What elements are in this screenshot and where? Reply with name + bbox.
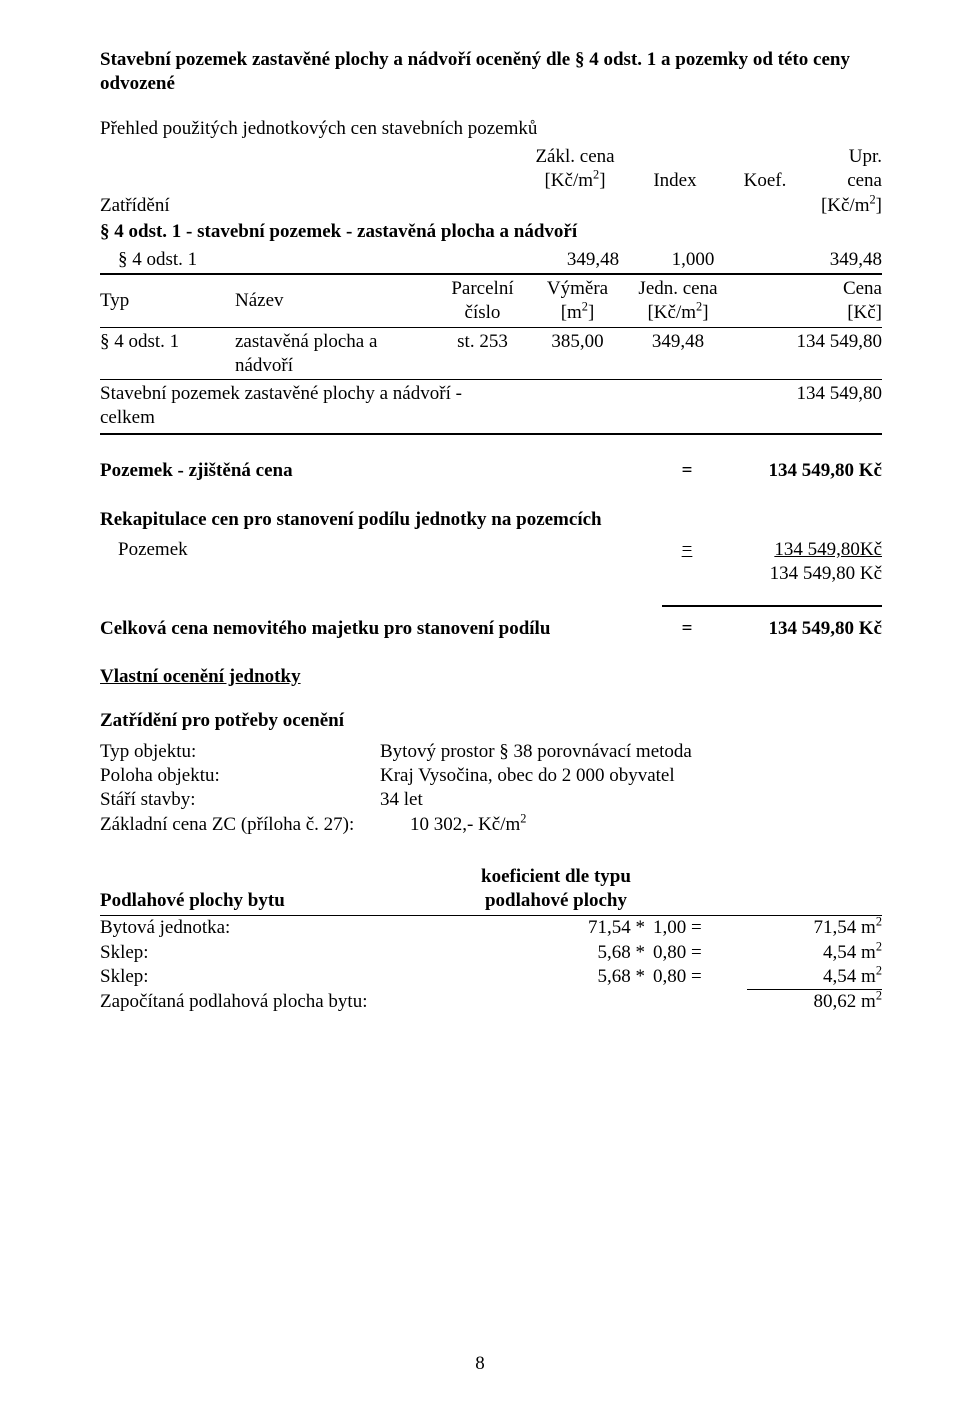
table1-row: § 4 odst. 1 349,48 1,000 349,48 <box>100 248 882 272</box>
table1-section: § 4 odst. 1 - stavební pozemek - zastavě… <box>100 220 882 244</box>
kv-row: Poloha objektu: Kraj Vysočina, obec do 2… <box>100 764 882 788</box>
kv-k: Typ objektu: <box>100 740 380 764</box>
eq1-val: 134 549,80 Kč <box>712 459 882 483</box>
th-vym-l2: [m2] <box>530 301 625 325</box>
eq2-val: 134 549,80 Kč <box>712 617 882 641</box>
kv-k: Stáří stavby: <box>100 788 380 812</box>
pp-a: 5,68 * <box>365 941 645 965</box>
th-upr-l1: Upr. cena <box>810 145 882 194</box>
rekap-total-val: 134 549,80 Kč <box>712 562 882 586</box>
table2-row: § 4 odst. 1 zastavěná plocha a nádvoří s… <box>100 328 882 379</box>
eq2-label: Celková cena nemovitého majetku pro stan… <box>100 617 662 641</box>
th-zakl-l2: [Kč/m2] <box>520 169 630 193</box>
pp-row: Sklep:5,68 *0,80 =4,54 m2 <box>100 965 882 989</box>
t2-jedn: 349,48 <box>625 330 731 354</box>
rekap-val: 134 549,80Kč <box>712 538 882 562</box>
zatrideni-title: Zatřídění pro potřeby ocenění <box>100 709 882 733</box>
t2-vymera: 385,00 <box>530 330 625 354</box>
t2-sum-value: 134 549,80 <box>491 382 882 431</box>
subtitle-prehled: Přehled použitých jednotkových cen stave… <box>100 117 882 141</box>
t1-zakl: 349,48 <box>538 248 648 272</box>
page-number: 8 <box>0 1352 960 1376</box>
th-parc-l2: číslo <box>435 301 530 325</box>
t1-index: 1,000 <box>648 248 738 272</box>
pp-koef-l2: podlahové plochy <box>365 889 747 913</box>
table2-head: Typ Název Parcelní číslo Výměra [m2] Jed… <box>100 275 882 328</box>
kv-v: Bytový prostor § 38 porovnávací metoda <box>380 740 882 764</box>
pp-total-val: 80,62 m2 <box>645 990 882 1014</box>
t2-nazev-l2: nádvoří <box>235 354 435 378</box>
kv-v: 34 let <box>380 788 882 812</box>
th-koef: Koef. <box>744 169 787 193</box>
rekap-label: Pozemek <box>118 538 662 562</box>
t2-nazev-l1: zastavěná plocha a <box>235 330 435 354</box>
rekap-total: 134 549,80 Kč <box>100 562 882 586</box>
pp-b: 1,00 = <box>645 916 743 940</box>
kv-row: Typ objektu: Bytový prostor § 38 porovná… <box>100 740 882 764</box>
table1-head: Zatřídění Zákl. cena [Kč/m2] Index Koef.… <box>100 145 882 218</box>
pp-label: Sklep: <box>100 965 365 989</box>
th-jedn-l2: [Kč/m2] <box>625 301 731 325</box>
pp-row: Sklep:5,68 *0,80 =4,54 m2 <box>100 941 882 965</box>
title-stavebni-pozemek: Stavební pozemek zastavěné plochy a nádv… <box>100 48 882 97</box>
eq1-eq: = <box>662 459 712 483</box>
kv-k: Poloha objektu: <box>100 764 380 788</box>
pp-title: Podlahové plochy bytu <box>100 865 365 914</box>
pp-b: 0,80 = <box>645 965 743 989</box>
kv-zc-v: 10 302,- Kč/m2 <box>410 813 882 837</box>
pp-total-label: Započítaná podlahová plocha bytu: <box>100 990 645 1014</box>
t2-cena: 134 549,80 <box>731 330 882 354</box>
eq-celkova-cena: Celková cena nemovitého majetku pro stan… <box>100 617 882 641</box>
kv-row: Stáří stavby: 34 let <box>100 788 882 812</box>
pp-koef-l1: koeficient dle typu <box>365 865 747 889</box>
t1-col1: § 4 odst. 1 <box>100 248 538 272</box>
t2-sum-label: Stavební pozemek zastavěné plochy a nádv… <box>100 382 491 431</box>
rekap-row: Pozemek = 134 549,80Kč <box>100 538 882 562</box>
kv-row-zc: Základní cena ZC (příloha č. 27): 10 302… <box>100 813 882 837</box>
pp-b: 0,80 = <box>645 941 743 965</box>
pp-label: Bytová jednotka: <box>100 916 365 940</box>
pp-res: 4,54 m2 <box>743 965 882 989</box>
table2-sum: Stavební pozemek zastavěné plochy a nádv… <box>100 380 882 431</box>
th-vym-l1: Výměra <box>530 277 625 301</box>
th-parc-l1: Parcelní <box>435 277 530 301</box>
pp-label: Sklep: <box>100 941 365 965</box>
th-jedn-l1: Jedn. cena <box>625 277 731 301</box>
th-cena-l1: Cena <box>731 277 882 301</box>
th-upr-l2: [Kč/m2] <box>810 194 882 218</box>
pp-total: Započítaná podlahová plocha bytu: 80,62 … <box>100 990 882 1014</box>
th-zatrideni: Zatřídění <box>100 194 170 218</box>
t1-upr: 349,48 <box>828 248 882 272</box>
pp-res: 4,54 m2 <box>743 941 882 965</box>
rekap-eq: = <box>662 538 712 562</box>
vlastni-oceneni: Vlastní ocenění jednotky <box>100 665 882 689</box>
t2-typ: § 4 odst. 1 <box>100 330 235 354</box>
t2-cislo: st. 253 <box>435 330 530 354</box>
pp-res: 71,54 m2 <box>743 916 882 940</box>
pp-a: 71,54 * <box>365 916 645 940</box>
eq2-eq: = <box>662 617 712 641</box>
eq-pozemek-zjistena: Pozemek - zjištěná cena = 134 549,80 Kč <box>100 459 882 483</box>
pp-a: 5,68 * <box>365 965 645 989</box>
pp-row: Bytová jednotka:71,54 *1,00 =71,54 m2 <box>100 916 882 940</box>
th-zakl-l1: Zákl. cena <box>520 145 630 169</box>
eq1-label: Pozemek - zjištěná cena <box>100 459 662 483</box>
th-typ: Typ <box>100 289 129 313</box>
kv-v: Kraj Vysočina, obec do 2 000 obyvatel <box>380 764 882 788</box>
rekap-total-rule <box>662 605 882 607</box>
th-index: Index <box>653 169 696 193</box>
table2-bottom-rule <box>100 433 882 435</box>
th-nazev: Název <box>235 289 284 313</box>
rekap-title: Rekapitulace cen pro stanovení podílu je… <box>100 508 882 532</box>
th-cena-l2: [Kč] <box>731 301 882 325</box>
kv-zc-k: Základní cena ZC (příloha č. 27): <box>100 813 410 837</box>
pp-head: Podlahové plochy bytu koeficient dle typ… <box>100 865 882 914</box>
